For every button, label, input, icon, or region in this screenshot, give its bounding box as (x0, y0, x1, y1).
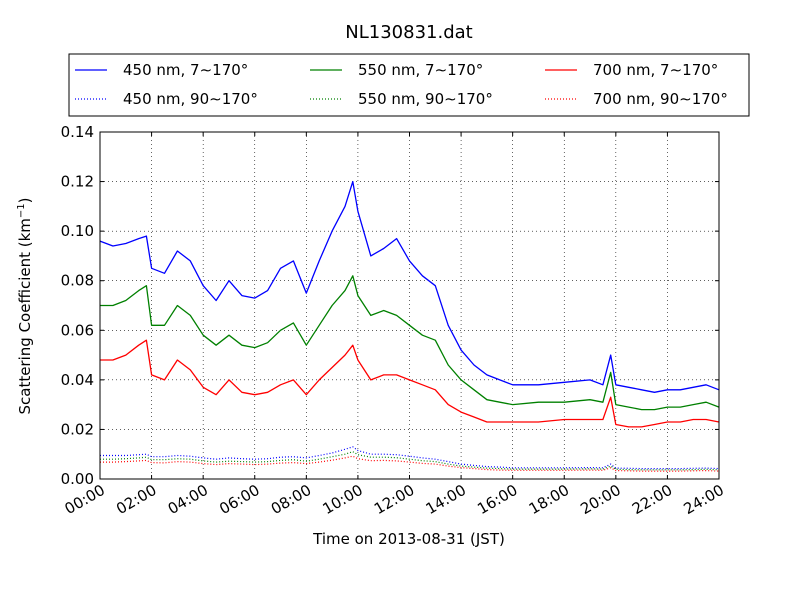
legend-label: 450 nm, 7∼170° (123, 61, 248, 79)
x-tick-labels: 00:00 02:00 04:00 06:00 08:00 10:00 12:00 14:00… (62, 481, 727, 518)
series-line-5 (100, 455, 720, 472)
x-tick-label: 04:00 (165, 481, 211, 518)
y-tick-label: 0.02 (61, 420, 94, 438)
y-tick-label: 0.10 (61, 222, 94, 240)
series-line-3 (100, 451, 720, 471)
series-line-0 (99, 180, 720, 393)
legend-label: 700 nm, 90∼170° (593, 90, 728, 108)
y-tick-label: 0.06 (61, 321, 94, 339)
x-tick-label: 24:00 (681, 481, 727, 518)
y-tick-label: 0.14 (61, 123, 94, 141)
legend-label: 550 nm, 90∼170° (358, 90, 493, 108)
legend-frame (68, 53, 750, 117)
x-tick-label: 10:00 (319, 481, 365, 518)
x-tick-label: 12:00 (371, 481, 417, 518)
x-tick-label: 16:00 (474, 481, 520, 518)
series-line-1 (100, 446, 720, 470)
series-line-4 (100, 339, 720, 428)
x-tick-label: 14:00 (423, 481, 469, 518)
legend-label: 450 nm, 90∼170° (123, 90, 258, 108)
x-axis-label: Time on 2013-08-31 (JST) (312, 530, 505, 548)
x-tick-label: 18:00 (526, 481, 572, 518)
x-tick-label: 06:00 (216, 481, 262, 518)
x-tick-label: 20:00 (577, 481, 623, 518)
y-tick-label: 0.04 (61, 371, 94, 389)
legend-label: 550 nm, 7∼170° (358, 61, 483, 79)
legend-label: 700 nm, 7∼170° (593, 61, 718, 79)
series-line-2 (100, 275, 720, 411)
y-axis-label-superscript: −1 (16, 203, 27, 218)
chart-title: NL130831.dat (345, 22, 472, 43)
y-axis-label-close: ) (16, 197, 34, 203)
y-tick-labels: 0.00 0.02 0.04 0.06 0.08 0.10 0.12 0.14 (61, 123, 94, 488)
x-tick-label: 22:00 (629, 481, 675, 518)
axis-ticks (99, 131, 720, 480)
series-lines (99, 180, 720, 472)
y-tick-label: 0.08 (61, 272, 94, 290)
y-axis-label: Scattering Coefficient (km−1) (16, 197, 34, 414)
y-tick-label: 0.12 (61, 173, 94, 191)
x-tick-label: 02:00 (113, 481, 159, 518)
legend: 450 nm, 7∼170° 550 nm, 7∼170° 700 nm, 7∼17… (68, 53, 750, 117)
y-tick-label: 0.00 (61, 470, 94, 488)
y-axis-label-main: Scattering Coefficient (km (16, 218, 34, 414)
x-tick-label: 08:00 (268, 481, 314, 518)
